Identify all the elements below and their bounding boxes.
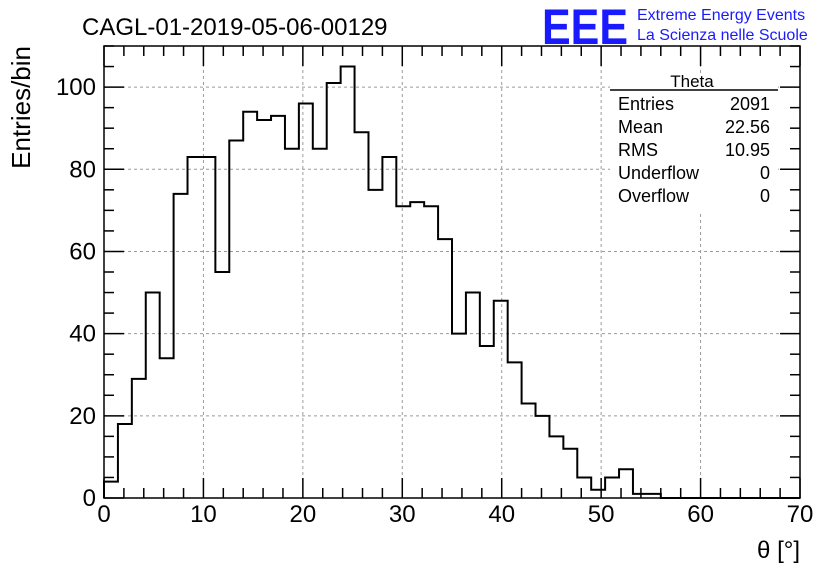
x-tick-label: 30 [389,501,416,528]
y-tick-label: 0 [83,485,96,512]
histogram-bin [424,206,438,498]
y-tick-label: 20 [69,403,96,430]
histogram-bin [396,206,410,498]
histogram-bin [285,149,299,498]
stats-label: RMS [618,140,658,160]
stats-value: 10.95 [725,140,770,160]
x-tick-label: 40 [488,501,515,528]
histogram-bin [341,67,355,498]
stats-label: Entries [618,94,674,114]
histogram-bin [257,120,271,498]
logo-line-2: La Scienza nelle Scuole [637,27,808,44]
histogram-bin [229,141,243,498]
x-tick-label: 70 [787,501,814,528]
histogram-bin [591,490,605,498]
y-tick-label: 40 [69,321,96,348]
histogram-bin [508,362,522,498]
histogram-bin [536,416,550,498]
histogram-bin [188,157,202,498]
histogram-bin [118,424,132,498]
histogram-bin [299,104,313,498]
histogram-bin [480,346,494,498]
histogram-bin [201,157,215,498]
y-tick-labels: 0 20 40 60 80 100 [56,74,96,512]
y-tick-label: 60 [69,238,96,265]
histogram-bin [132,379,146,498]
x-tick-labels: 0 10 20 30 40 50 60 70 [97,501,813,528]
histogram-bin [563,449,577,498]
histogram [103,65,800,499]
histogram-bin [438,239,452,498]
stats-value: 2091 [730,94,770,114]
histogram-bin [494,301,508,498]
stats-box: Theta Entries 2091 Mean 22.56 RMS 10.95 Underf… [610,72,778,211]
y-tick-label: 80 [69,156,96,183]
eee-logo: EEE Extreme Energy Events La Scienza nel… [542,0,808,55]
stats-rows: Entries 2091 Mean 22.56 RMS 10.95 Underflow 0 Ov… [618,94,770,206]
stats-label: Overflow [618,186,690,206]
stats-label: Mean [618,117,663,137]
chart-title: CAGL-01-2019-05-06-00129 [82,14,388,41]
x-tick-label: 20 [290,501,317,528]
stats-value: 0 [760,163,770,183]
histogram-bin [160,358,174,498]
histogram-bin [382,157,396,498]
stats-label: Underflow [618,163,700,183]
histogram-bin [174,194,188,498]
x-tick-label: 60 [687,501,714,528]
histogram-bin [313,149,327,498]
histogram-bin [327,83,341,498]
axis-ticks [103,45,801,499]
histogram-bin [466,293,480,498]
stats-value: 0 [760,186,770,206]
x-tick-label: 0 [97,501,110,528]
histogram-bin [577,477,591,498]
histogram-bin [215,272,229,498]
histogram-bin [452,334,466,498]
stats-box-background [610,73,778,211]
y-axis-label: Entries/bin [6,46,36,169]
logo-line-1: Extreme Energy Events [637,7,805,24]
stats-value: 22.56 [725,117,770,137]
histogram-outline [103,65,800,499]
histogram-bin [522,403,536,498]
stats-name: Theta [670,72,714,91]
histogram-bin [271,116,285,498]
x-tick-label: 10 [190,501,217,528]
histogram-bin [355,132,369,498]
histogram-bin [605,477,619,498]
histogram-bin [243,112,257,498]
histogram-bin [104,482,118,498]
histogram-bin [368,190,382,498]
x-tick-label: 50 [588,501,615,528]
x-axis-label: θ [°] [757,537,800,564]
histogram-bin [146,293,160,498]
y-tick-label: 100 [56,74,96,101]
histogram-bin [410,202,424,498]
